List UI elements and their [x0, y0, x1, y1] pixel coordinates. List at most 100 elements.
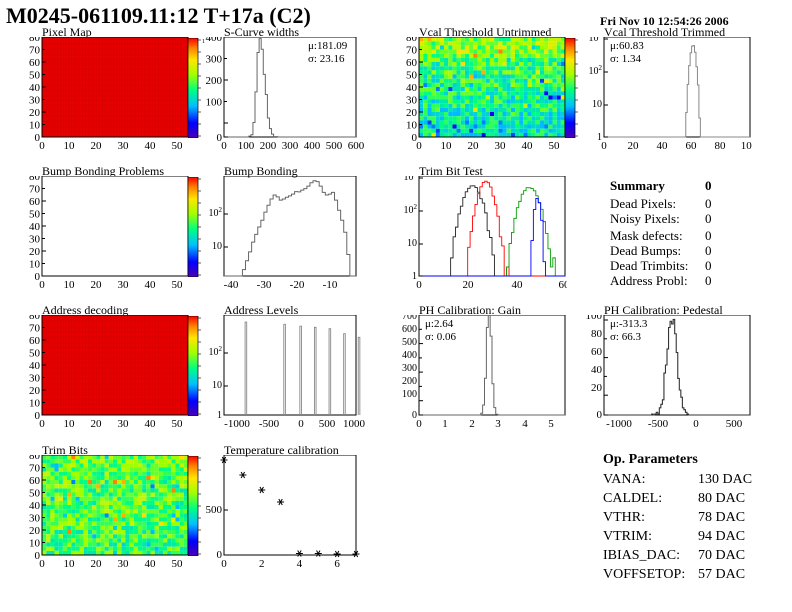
- svg-text:400: 400: [304, 140, 321, 152]
- svg-text:60: 60: [29, 57, 41, 69]
- svg-text:600: 600: [348, 140, 365, 152]
- svg-text:100: 100: [402, 389, 417, 400]
- svg-text:20: 20: [591, 382, 603, 394]
- svg-text:200: 200: [260, 140, 277, 152]
- svg-text:0: 0: [39, 558, 45, 570]
- svg-text:-500: -500: [259, 418, 280, 430]
- svg-text:0: 0: [298, 418, 304, 430]
- svg-text:40: 40: [145, 558, 157, 570]
- svg-text:0: 0: [416, 418, 422, 430]
- svg-text:200: 200: [402, 376, 417, 387]
- svg-text:0: 0: [39, 140, 45, 152]
- svg-text:0: 0: [221, 558, 227, 570]
- svg-text:40: 40: [512, 279, 524, 291]
- svg-text:700: 700: [402, 315, 417, 322]
- svg-text:10: 10: [441, 140, 453, 152]
- svg-text:10: 10: [212, 241, 222, 252]
- svg-text:10: 10: [64, 558, 76, 570]
- svg-text:50: 50: [172, 279, 184, 291]
- svg-text:60: 60: [591, 346, 603, 358]
- svg-text:σ: 0.06: σ: 0.06: [425, 331, 456, 343]
- svg-text:10: 10: [64, 279, 76, 291]
- svg-text:500: 500: [726, 418, 743, 430]
- svg-text:20: 20: [29, 107, 41, 119]
- svg-text:60: 60: [686, 140, 698, 152]
- svg-text:0: 0: [416, 279, 422, 291]
- svg-text:-30: -30: [257, 279, 272, 291]
- svg-text:20: 20: [468, 140, 480, 152]
- svg-text:10: 10: [592, 99, 602, 110]
- svg-text:σ: 1.34: σ: 1.34: [610, 53, 641, 65]
- svg-text:1: 1: [442, 418, 448, 430]
- svg-text:50: 50: [172, 558, 184, 570]
- svg-text:400: 400: [206, 37, 223, 44]
- svg-text:70: 70: [406, 45, 418, 57]
- svg-text:-40: -40: [224, 279, 239, 291]
- svg-text:30: 30: [406, 95, 418, 107]
- svg-text:102: 102: [209, 206, 223, 219]
- svg-text:70: 70: [29, 463, 41, 475]
- svg-text:0: 0: [39, 279, 45, 291]
- svg-text:40: 40: [145, 279, 157, 291]
- svg-text:40: 40: [145, 140, 157, 152]
- svg-text:50: 50: [172, 418, 184, 430]
- svg-text:30: 30: [29, 513, 41, 525]
- svg-text:80: 80: [29, 455, 41, 462]
- svg-text:500: 500: [206, 504, 223, 516]
- svg-text:6: 6: [334, 558, 340, 570]
- svg-text:60: 60: [29, 196, 41, 208]
- svg-text:10: 10: [64, 140, 76, 152]
- svg-text:-500: -500: [648, 418, 669, 430]
- svg-text:100: 100: [206, 97, 223, 109]
- svg-text:102: 102: [209, 345, 223, 358]
- svg-text:103: 103: [404, 176, 418, 183]
- svg-text:30: 30: [118, 279, 130, 291]
- svg-text:μ:2.64: μ:2.64: [425, 318, 454, 330]
- svg-text:40: 40: [29, 221, 41, 233]
- svg-text:20: 20: [91, 279, 103, 291]
- svg-text:30: 30: [29, 234, 41, 246]
- svg-text:70: 70: [29, 184, 41, 196]
- svg-text:0: 0: [39, 418, 45, 430]
- svg-text:70: 70: [29, 45, 41, 57]
- svg-text:-10: -10: [323, 279, 338, 291]
- svg-text:80: 80: [406, 37, 418, 44]
- svg-text:102: 102: [589, 64, 603, 77]
- svg-text:30: 30: [118, 558, 130, 570]
- svg-text:3: 3: [495, 418, 501, 430]
- svg-text:10: 10: [407, 238, 417, 249]
- svg-text:300: 300: [402, 363, 417, 374]
- svg-text:20: 20: [91, 140, 103, 152]
- svg-text:60: 60: [559, 279, 568, 291]
- svg-text:80: 80: [29, 315, 41, 322]
- svg-text:2: 2: [259, 558, 265, 570]
- svg-text:60: 60: [29, 475, 41, 487]
- svg-text:0: 0: [597, 409, 603, 421]
- svg-text:80: 80: [29, 176, 41, 183]
- svg-text:50: 50: [29, 209, 41, 221]
- svg-text:50: 50: [29, 488, 41, 500]
- svg-text:300: 300: [206, 54, 223, 66]
- svg-text:50: 50: [172, 140, 184, 152]
- svg-text:40: 40: [591, 364, 603, 376]
- svg-text:40: 40: [406, 82, 418, 94]
- svg-text:20: 20: [406, 107, 418, 119]
- svg-text:1: 1: [217, 410, 222, 421]
- svg-text:20: 20: [91, 558, 103, 570]
- svg-text:30: 30: [495, 140, 507, 152]
- svg-text:80: 80: [29, 37, 41, 44]
- svg-text:40: 40: [29, 500, 41, 512]
- svg-text:0: 0: [693, 418, 699, 430]
- svg-text:40: 40: [522, 140, 534, 152]
- svg-text:10: 10: [29, 259, 41, 271]
- svg-text:20: 20: [91, 418, 103, 430]
- svg-text:500: 500: [402, 337, 417, 348]
- svg-text:4: 4: [297, 558, 303, 570]
- svg-text:70: 70: [29, 323, 41, 335]
- svg-text:10: 10: [406, 120, 418, 132]
- svg-text:30: 30: [118, 140, 130, 152]
- svg-text:40: 40: [29, 82, 41, 94]
- svg-text:60: 60: [406, 57, 418, 69]
- svg-text:50: 50: [29, 348, 41, 360]
- svg-text:5: 5: [548, 418, 554, 430]
